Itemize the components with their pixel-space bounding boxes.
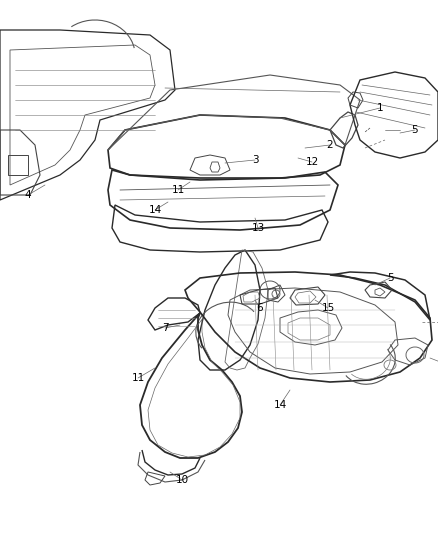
Text: 14: 14	[273, 400, 286, 410]
Text: 5: 5	[412, 125, 418, 135]
Text: 14: 14	[148, 205, 162, 215]
Text: 15: 15	[321, 303, 335, 313]
Text: 13: 13	[251, 223, 265, 233]
Text: 4: 4	[25, 190, 31, 200]
Text: 1: 1	[377, 103, 383, 113]
Text: 11: 11	[131, 373, 145, 383]
Text: 11: 11	[171, 185, 185, 195]
Text: 3: 3	[252, 155, 258, 165]
Text: 2: 2	[327, 140, 333, 150]
Text: 7: 7	[162, 323, 168, 333]
Text: 5: 5	[387, 273, 393, 283]
Text: 6: 6	[257, 303, 263, 313]
Text: 10: 10	[176, 475, 189, 485]
Text: 12: 12	[305, 157, 318, 167]
